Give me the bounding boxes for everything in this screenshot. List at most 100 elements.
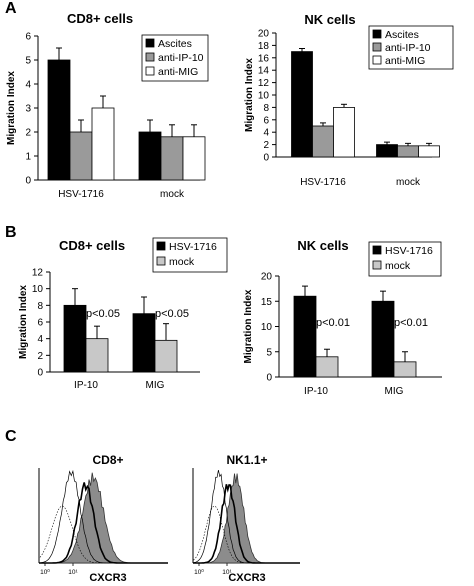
y-tick-label: 8 — [37, 301, 43, 312]
bar-hsv-1716 — [293, 295, 317, 378]
histogram-title: CD8+ — [92, 453, 123, 467]
histogram-x-tick-label: 10¹ — [222, 569, 232, 576]
x-tick-label: HSV-1716 — [58, 189, 104, 200]
x-tick-label: HSV-1716 — [300, 177, 346, 188]
y-tick-label: 6 — [37, 318, 43, 329]
bar-anti-mig — [418, 145, 440, 158]
legend-swatch — [372, 42, 382, 52]
y-axis-label: Migration Index — [18, 285, 29, 359]
legend: HSV-1716 mock — [152, 237, 228, 273]
bar-anti-ip-10 — [312, 125, 334, 158]
y-tick-label: 2 — [25, 128, 31, 139]
bar-anti-ip-10 — [69, 131, 93, 181]
y-tick-label: 4 — [37, 334, 43, 345]
bar-hsv-1716 — [63, 304, 87, 373]
stained-histogram — [193, 473, 300, 564]
y-tick-label: 18 — [258, 41, 270, 52]
y-tick-label: 3 — [25, 104, 31, 115]
bar-anti-mig — [91, 107, 115, 181]
legend-label: mock — [169, 256, 195, 268]
y-tick-label: 12 — [32, 268, 44, 279]
p-value-annotation: p<0.01 — [316, 317, 350, 329]
y-tick-label: 8 — [263, 103, 269, 114]
x-tick-label: IP-10 — [74, 380, 98, 391]
y-tick-label: 4 — [25, 80, 31, 91]
legend-label: anti-IP-10 — [158, 52, 204, 64]
legend-swatch — [372, 260, 382, 270]
x-tick-label: mock — [396, 177, 421, 188]
legend-label: anti-MIG — [158, 66, 198, 78]
y-tick-label: 20 — [261, 272, 273, 283]
bar-anti-ip-10 — [397, 145, 419, 158]
legend-swatch — [156, 241, 166, 251]
y-tick-label: 0 — [25, 176, 31, 187]
histogram-title: NK1.1+ — [226, 453, 267, 467]
legend-swatch — [145, 38, 155, 48]
control-histogram — [192, 505, 300, 564]
y-tick-label: 10 — [258, 91, 270, 102]
y-axis-label: Migration Index — [244, 58, 255, 132]
y-tick-label: 0 — [266, 373, 272, 384]
legend-label: mock — [385, 260, 411, 272]
y-tick-label: 6 — [263, 115, 269, 126]
stained-histogram — [39, 472, 168, 564]
bar-hsv-1716 — [371, 300, 395, 378]
chart-title: CD8+ cells — [67, 11, 133, 26]
bar-ascites — [376, 144, 398, 158]
chart-a-cd8: CD8+ cells 0 1 2 3 4 5 6 Migration Index HSV-1716… — [6, 11, 209, 200]
y-tick-label: 5 — [25, 56, 31, 67]
histogram-x-tick-label: 10¹ — [68, 569, 78, 576]
legend-label: anti-MIG — [385, 55, 425, 67]
legend-label: Ascites — [385, 29, 419, 41]
y-tick-label: 15 — [261, 297, 273, 308]
p-value-annotation: p<0.01 — [394, 317, 428, 329]
legend-swatch — [372, 55, 382, 65]
histogram-x-tick-label: 10⁰ — [194, 568, 204, 576]
y-tick-label: 2 — [263, 140, 269, 151]
legend-label: anti-IP-10 — [385, 42, 431, 54]
legend-box — [368, 25, 454, 70]
bar-anti-mig — [182, 136, 206, 181]
legend-label: HSV-1716 — [169, 241, 217, 253]
y-tick-label: 5 — [266, 347, 272, 358]
y-tick-label: 0 — [263, 153, 269, 164]
legend-label: HSV-1716 — [385, 245, 433, 257]
bar-mock — [154, 339, 178, 373]
histogram-x-label: CXCR3 — [89, 572, 126, 584]
x-tick-label: MIG — [146, 380, 165, 391]
bar-hsv-1716 — [132, 313, 156, 373]
legend-swatch — [145, 52, 155, 62]
panel-label-c: C — [5, 428, 17, 445]
histogram-c-nk: NK1.1+ CXCR3 10⁰ 10¹ — [192, 453, 300, 584]
y-tick-label: 14 — [258, 66, 270, 77]
bar-ascites — [291, 51, 313, 158]
legend-swatch — [145, 66, 155, 76]
chart-title: NK cells — [304, 12, 355, 27]
legend-swatch — [372, 245, 382, 255]
histogram-x-label: CXCR3 — [228, 572, 265, 584]
control-histogram — [38, 505, 168, 564]
chart-b-nk: NK cells 0 5 10 15 20 Migration Index IP-10 MIG p… — [243, 238, 442, 397]
bar-ascites — [47, 59, 71, 181]
y-axis-label: Migration Index — [243, 289, 254, 363]
p-value-annotation: p<0.05 — [155, 308, 189, 320]
chart-title: NK cells — [297, 238, 348, 253]
histogram-c-cd8: CD8+ CXCR3 10⁰ 10¹ — [38, 453, 168, 584]
y-tick-label: 4 — [263, 128, 269, 139]
legend: HSV-1716 mock — [368, 241, 442, 277]
y-tick-label: 16 — [258, 53, 270, 64]
x-tick-label: MIG — [385, 386, 404, 397]
y-tick-label: 6 — [25, 32, 31, 43]
y-tick-label: 10 — [261, 322, 273, 333]
bar-anti-ip-10 — [160, 136, 184, 181]
histogram-x-tick-label: 10⁰ — [40, 568, 50, 576]
y-axis-label: Migration Index — [6, 71, 17, 145]
bar-anti-mig — [333, 107, 355, 158]
y-tick-label: 20 — [258, 29, 270, 40]
chart-title: CD8+ cells — [59, 238, 125, 253]
x-tick-label: IP-10 — [304, 386, 328, 397]
